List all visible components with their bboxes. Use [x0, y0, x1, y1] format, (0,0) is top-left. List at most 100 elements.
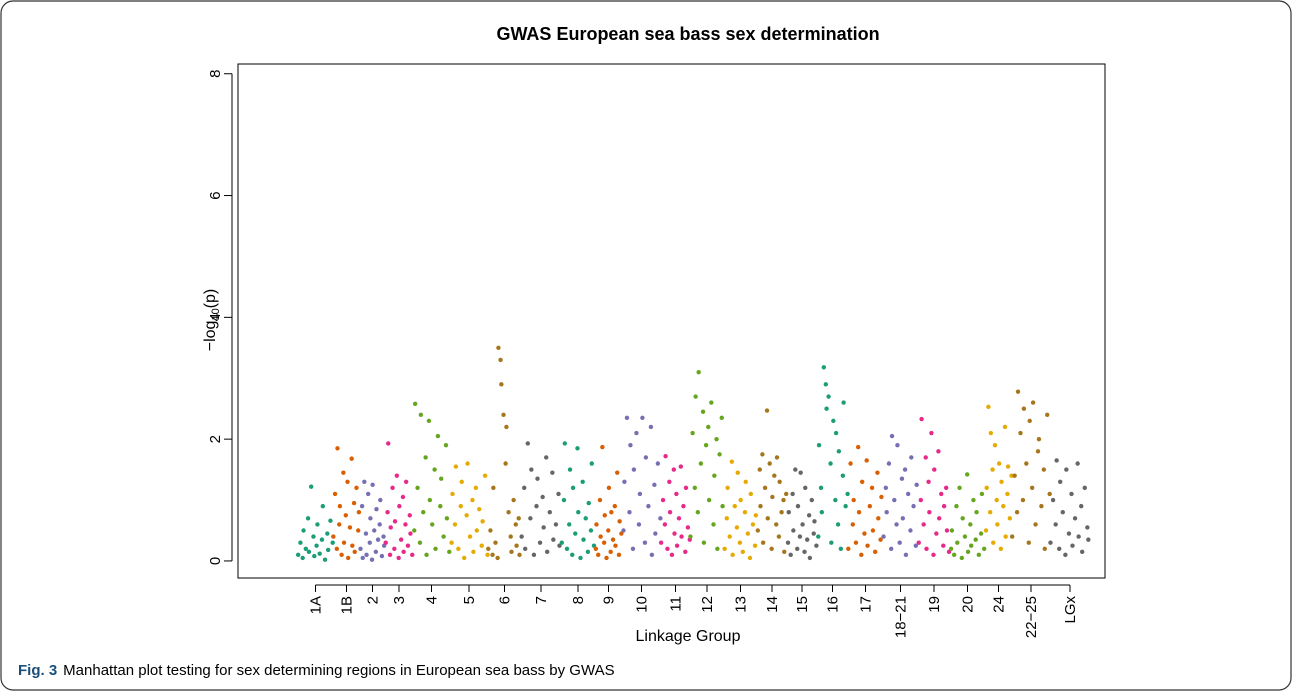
point [923, 455, 928, 460]
point [804, 537, 810, 542]
point [354, 485, 359, 491]
point [853, 540, 859, 545]
point [407, 513, 412, 518]
point [613, 543, 618, 548]
point [740, 549, 745, 555]
point [317, 551, 322, 556]
x-tick-label: 17 [858, 596, 875, 613]
point [786, 510, 791, 515]
point [779, 510, 784, 515]
point [360, 555, 365, 561]
point [553, 522, 559, 527]
point [432, 467, 437, 472]
point [567, 467, 573, 472]
point [1085, 525, 1090, 530]
point [859, 552, 864, 558]
point [388, 525, 393, 530]
point [729, 459, 735, 464]
point [386, 441, 391, 446]
point [636, 522, 642, 527]
point [491, 485, 496, 491]
point [356, 528, 361, 533]
point [540, 494, 545, 500]
point [400, 494, 406, 500]
point [362, 479, 367, 484]
point [706, 497, 712, 503]
point [745, 531, 751, 536]
point [513, 522, 518, 527]
point [624, 415, 630, 421]
point [869, 485, 875, 491]
point [482, 473, 488, 478]
point [960, 516, 965, 521]
point [1047, 491, 1052, 497]
point [802, 549, 807, 555]
point [856, 510, 862, 515]
point [314, 543, 319, 548]
point [951, 552, 957, 558]
point [398, 537, 404, 542]
point [473, 485, 479, 491]
point [498, 357, 503, 363]
x-tick-label: 19 [926, 596, 943, 613]
point [1066, 531, 1072, 536]
point [435, 433, 441, 439]
point [795, 546, 800, 551]
point [627, 510, 632, 515]
point [602, 513, 607, 518]
point [598, 534, 603, 539]
point [735, 470, 740, 475]
point [585, 549, 591, 555]
point [488, 528, 493, 533]
point [706, 424, 711, 430]
point [859, 479, 865, 484]
point [671, 467, 676, 472]
point [1069, 491, 1074, 497]
point [1086, 537, 1091, 542]
point [908, 528, 913, 533]
y-tick-label: 2 [207, 435, 224, 443]
point [678, 464, 684, 469]
point [341, 470, 346, 475]
point [363, 531, 369, 536]
point [843, 503, 848, 509]
point [948, 546, 954, 551]
point [909, 455, 914, 460]
point [320, 503, 326, 509]
point [642, 540, 648, 545]
point [846, 546, 851, 551]
point [597, 497, 603, 503]
point [709, 400, 714, 405]
point [390, 485, 395, 491]
point [370, 482, 375, 488]
point [971, 497, 976, 503]
point [769, 546, 774, 551]
point [974, 510, 979, 515]
point [663, 453, 668, 459]
point [415, 485, 420, 491]
point [1024, 461, 1029, 466]
point [1045, 412, 1050, 417]
point [547, 510, 552, 515]
point [816, 534, 821, 539]
point [979, 491, 985, 497]
point [996, 461, 1002, 466]
point [831, 418, 836, 424]
point [878, 537, 883, 542]
point [573, 531, 578, 536]
point [1060, 510, 1065, 515]
x-tick-label: 12 [699, 596, 716, 613]
point [606, 485, 612, 491]
point [724, 516, 729, 521]
point [758, 503, 763, 509]
y-tick-label: 8 [207, 70, 224, 78]
point [658, 540, 664, 545]
point [902, 467, 908, 472]
point [1058, 479, 1063, 484]
x-tick-label: 9 [601, 596, 618, 604]
point [608, 549, 613, 555]
x-tick-label: 1B [339, 596, 356, 614]
x-tick-label: 16 [825, 596, 842, 613]
point [931, 552, 936, 558]
point [674, 543, 680, 548]
